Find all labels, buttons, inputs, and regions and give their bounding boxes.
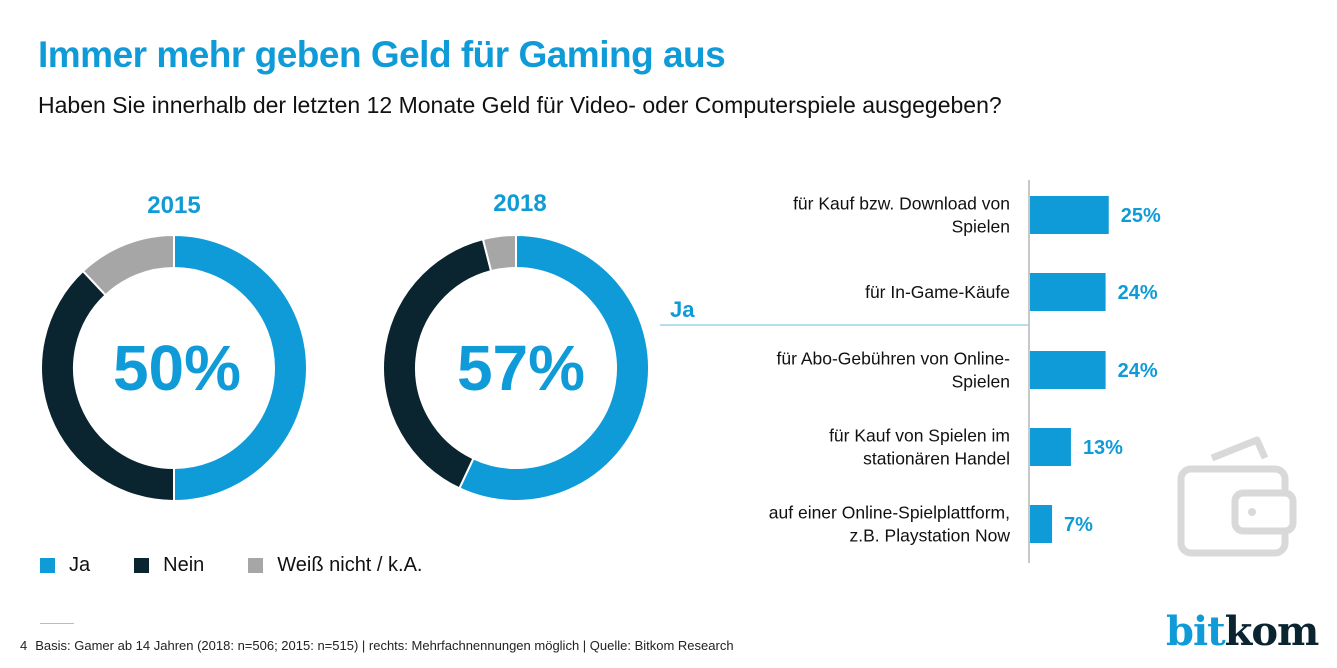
bar-chart: 25% für Kauf bzw. Download von Spielen 24% f… [769,194,1161,546]
bitkom-logo: bitkom [1166,608,1320,655]
donut-slice-nein [40,269,175,503]
legend-label: Nein [163,554,205,576]
bar-value-label: 7% [1064,514,1093,536]
legend-item-unknown: Weiß nicht / k.A. [248,554,423,577]
donut-center-label-2015: 50% [113,332,241,404]
donut-chart-2015: 2015 50% [40,192,308,503]
donut-title-2015: 2015 [147,192,200,219]
page-number: 4 [20,638,28,653]
donut-slice-unknown [81,233,175,297]
wallet-icon [1177,436,1297,557]
bar [1030,351,1106,389]
bar-category-label: z.B. Playstation Now [850,526,1011,546]
donut-slice-ja [173,233,308,503]
bar-category-label: auf einer Online-Spielplattform, [769,503,1010,523]
legend-label: Ja [69,554,91,576]
legend-item-nein: Nein [134,554,204,577]
donut-slice-unknown [481,233,517,273]
bar-category-label: Spielen [952,372,1010,392]
bar-category-label: für In-Game-Käufe [865,282,1010,302]
donut-slice-ja [458,233,650,502]
legend-swatch-ja [40,558,55,573]
footnote-text: Basis: Gamer ab 14 Jahren (2018: n=506; … [35,638,734,653]
bar-category-label: stationären Handel [863,449,1010,469]
page-subtitle: Haben Sie innerhalb der letzten 12 Monat… [38,92,1002,118]
bar [1030,196,1109,234]
logo-part-kom: kom [1224,608,1320,655]
legend-label: Weiß nicht / k.A. [277,554,423,576]
bar [1030,428,1071,466]
ja-group-label: Ja [670,297,695,322]
donut-center-label-2018: 57% [457,332,585,404]
bar-category-label: Spielen [952,217,1010,237]
footnote-divider [40,623,74,624]
bar-value-label: 24% [1118,360,1158,382]
donut-title-2018: 2018 [493,190,546,217]
bar-category-label: für Abo-Gebühren von Online- [777,349,1011,369]
bar [1030,505,1053,543]
logo-part-bit: bit [1166,608,1226,655]
bar-value-label: 13% [1083,437,1123,459]
page-title: Immer mehr geben Geld für Gaming aus [38,34,726,75]
bar-category-label: für Kauf von Spielen im [829,426,1010,446]
bar-value-label: 24% [1118,282,1158,304]
bar-category-label: für Kauf bzw. Download von [793,194,1010,214]
legend-swatch-nein [134,558,150,573]
bar [1030,273,1106,311]
legend-swatch-unknown [248,558,264,573]
donut-chart-2018: 2018 57% [382,190,650,502]
legend: Ja Nein Weiß nicht / k.A. [40,554,467,577]
legend-item-ja: Ja [40,554,90,577]
bar-value-label: 25% [1121,205,1161,227]
footnote: 4 Basis: Gamer ab 14 Jahren (2018: n=506;… [20,638,734,653]
